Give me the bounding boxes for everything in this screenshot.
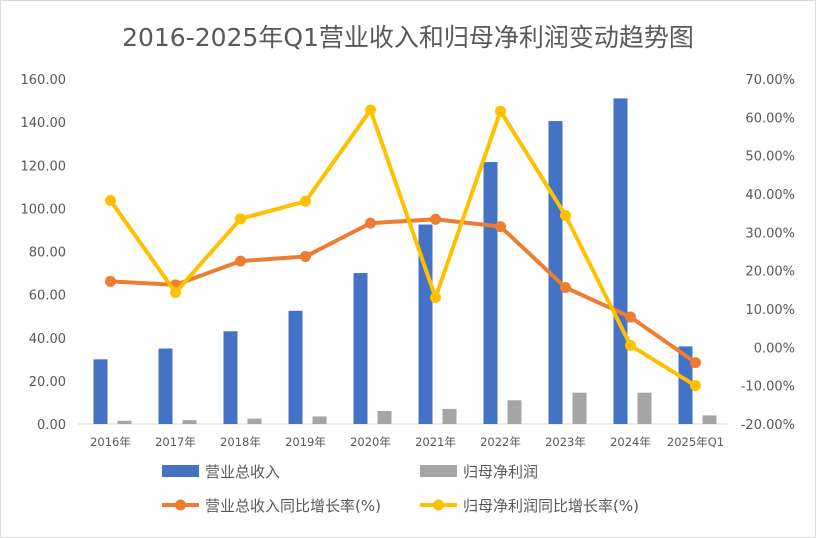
point-revenue-growth bbox=[300, 250, 311, 262]
point-revenue-growth bbox=[365, 217, 376, 229]
left-tick-label: 0.00 bbox=[37, 418, 66, 433]
legend-label-profit-growth: 归母净利润同比增长率(%) bbox=[463, 497, 639, 515]
left-axis-ticks: 0.00 20.00 40.00 60.00 80.00 100.00 120.00 140.… bbox=[21, 73, 67, 433]
bar-revenue bbox=[353, 273, 368, 424]
right-tick-label: 30.00% bbox=[745, 226, 795, 241]
point-profit-growth bbox=[690, 380, 701, 392]
point-revenue-growth bbox=[430, 213, 441, 225]
right-tick-label: 0.00% bbox=[754, 341, 795, 356]
bar-revenue bbox=[483, 162, 498, 424]
line-profit-growth bbox=[108, 108, 697, 388]
x-tick-label: 2019年 bbox=[285, 435, 326, 449]
point-revenue-growth bbox=[105, 275, 116, 287]
legend-swatch-revenue bbox=[162, 465, 199, 477]
bar-net-profit bbox=[702, 415, 717, 424]
right-tick-label: 20.00% bbox=[745, 265, 795, 280]
right-axis-ticks: -20.00% -10.00% 0.00% 10.00% 20.00% 30.00% 40.… bbox=[741, 73, 795, 433]
point-profit-growth bbox=[105, 195, 116, 207]
point-revenue-growth bbox=[235, 255, 246, 267]
legend-marker-revenue-growth bbox=[175, 499, 186, 511]
bar-net-profit bbox=[442, 408, 457, 424]
left-tick-label: 60.00 bbox=[29, 289, 66, 304]
chart-title: 2016-2025年Q1营业收入和归母净利润变动趋势图 bbox=[122, 23, 694, 52]
x-tick-label: 2023年 bbox=[545, 435, 586, 449]
legend-label-revenue-growth: 营业总收入同比增长率(%) bbox=[205, 497, 381, 515]
bar-revenue bbox=[158, 348, 173, 424]
x-axis-ticks: 2016年 2017年 2018年 2019年 2020年 2021年 2022年 2023年… bbox=[90, 435, 724, 449]
right-tick-label: 50.00% bbox=[745, 150, 795, 165]
left-tick-label: 140.00 bbox=[21, 116, 67, 131]
point-revenue-growth bbox=[560, 282, 571, 294]
legend-label-revenue: 营业总收入 bbox=[205, 463, 280, 481]
point-revenue-growth bbox=[690, 357, 701, 369]
right-tick-label: 70.00% bbox=[745, 73, 795, 88]
bar-net-profit bbox=[182, 420, 197, 424]
bar-net-profit bbox=[312, 416, 327, 424]
x-tick-label: 2017年 bbox=[155, 435, 196, 449]
x-tick-label: 2024年 bbox=[610, 435, 651, 449]
point-revenue-growth bbox=[625, 311, 636, 323]
point-profit-growth bbox=[430, 292, 441, 303]
bar-net-profit bbox=[507, 400, 522, 424]
x-tick-label: 2021年 bbox=[415, 435, 456, 449]
right-tick-label: -20.00% bbox=[741, 418, 795, 433]
bar-revenue bbox=[288, 310, 303, 424]
x-tick-label: 2018年 bbox=[220, 435, 261, 449]
left-tick-label: 160.00 bbox=[21, 73, 67, 88]
left-tick-label: 100.00 bbox=[21, 202, 67, 217]
legend-swatch-net-profit bbox=[420, 465, 457, 477]
bar-net-profit bbox=[247, 418, 262, 424]
point-profit-growth bbox=[170, 287, 181, 299]
right-tick-label: 60.00% bbox=[745, 111, 795, 126]
x-tick-label: 2022年 bbox=[480, 435, 521, 449]
left-tick-label: 40.00 bbox=[29, 332, 66, 347]
line-revenue-growth bbox=[110, 217, 697, 365]
legend-marker-profit-growth bbox=[433, 499, 444, 511]
bar-revenue bbox=[678, 346, 693, 424]
point-revenue-growth bbox=[495, 221, 506, 233]
x-tick-label: 2025年Q1 bbox=[667, 435, 724, 449]
bar-net-profit bbox=[637, 392, 652, 424]
point-profit-growth bbox=[495, 105, 506, 117]
left-tick-label: 20.00 bbox=[29, 375, 66, 390]
left-tick-label: 120.00 bbox=[21, 159, 67, 174]
bar-net-profit bbox=[117, 420, 132, 424]
bar-revenue bbox=[613, 98, 628, 424]
point-profit-growth bbox=[560, 209, 571, 221]
line-series-group bbox=[105, 104, 701, 392]
point-profit-growth bbox=[235, 213, 246, 225]
bar-series-group bbox=[93, 98, 717, 424]
left-tick-label: 80.00 bbox=[29, 246, 66, 261]
point-profit-growth bbox=[625, 339, 636, 351]
bar-revenue bbox=[223, 331, 238, 424]
right-tick-label: 10.00% bbox=[745, 303, 795, 318]
chart-legend: 营业总收入 归母净利润 营业总收入同比增长率(%) 归母净利润同比增长率(%) bbox=[162, 463, 639, 515]
bar-net-profit bbox=[377, 411, 392, 424]
right-tick-label: -10.00% bbox=[741, 380, 795, 395]
x-tick-label: 2020年 bbox=[350, 435, 391, 449]
legend-label-net-profit: 归母净利润 bbox=[463, 463, 538, 481]
x-tick-label: 2016年 bbox=[90, 435, 131, 449]
right-tick-label: 40.00% bbox=[745, 188, 795, 203]
point-profit-growth bbox=[365, 104, 376, 116]
point-profit-growth bbox=[300, 195, 311, 207]
bar-revenue bbox=[93, 359, 108, 424]
bar-net-profit bbox=[572, 392, 587, 424]
